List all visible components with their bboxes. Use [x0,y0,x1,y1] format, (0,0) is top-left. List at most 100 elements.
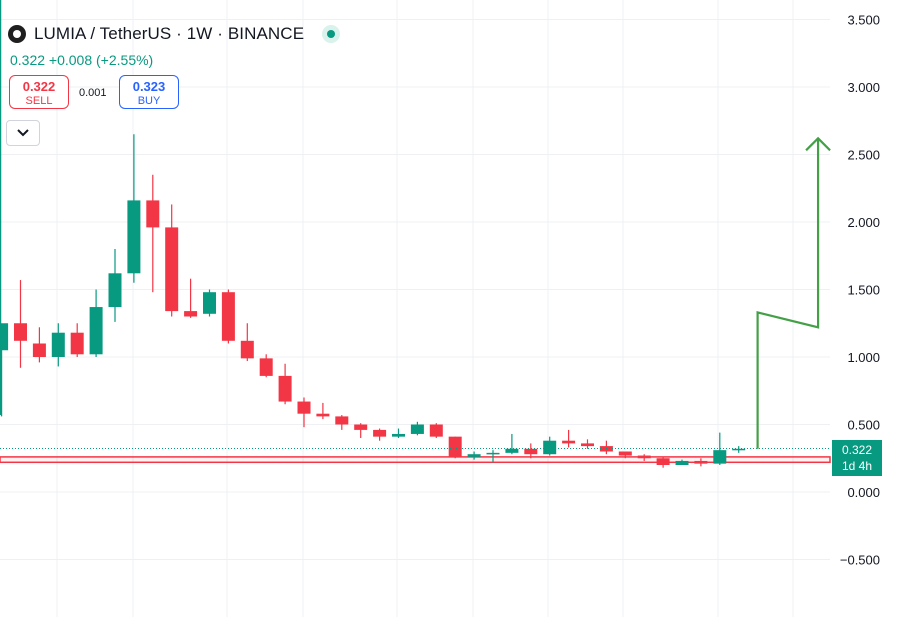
candle-down [221,289,235,344]
y-tick-label: 0.000 [847,485,880,500]
candle-down [14,280,27,368]
candle-down [354,423,368,438]
candle-down [599,440,613,455]
y-tick-label: 3.500 [847,13,880,28]
candle-down [448,436,462,459]
symbol-header: LUMIA / TetherUS · 1W · BINANCE [8,24,341,44]
price-axis: 3.500 3.000 2.500 2.000 1.500 1.000 0.500 0.000… [840,13,880,568]
candle-body [448,436,462,457]
candle-body [467,454,481,457]
candle-down [297,397,311,428]
chevron-down-icon [17,129,29,137]
candle-up [127,134,141,283]
candle-body [354,424,368,430]
candle-up [543,436,557,456]
candle-body [732,448,746,451]
candle-body [316,413,330,417]
candle-body [89,307,103,355]
candle-up [505,433,519,455]
candle-down [618,451,632,459]
support-zone-rect [0,456,831,464]
candle-down [316,402,330,420]
symbol-logo-icon [8,25,26,43]
symbol-title[interactable]: LUMIA / TetherUS · 1W · BINANCE [34,24,305,43]
last-price-label: 0.322 1d 4h [832,440,882,476]
candle-down [524,443,538,459]
y-tick-label: 1.000 [847,350,880,365]
candle-body [146,200,160,228]
candle-up [486,450,500,463]
candle-body [297,401,311,414]
candles [0,134,746,468]
candle-body [127,200,141,274]
candle-body [543,440,557,455]
sell-button[interactable]: 0.322 SELL [9,75,69,109]
candle-body [165,227,179,312]
candle-up [203,289,216,317]
projection-arrow-line [756,138,820,449]
candle-body [656,458,670,465]
candle-down [278,363,292,405]
candle-body [240,340,254,359]
last-price-value: 0.322 [841,443,873,457]
candle-up [713,432,727,465]
candle-body [335,416,349,425]
candle-down [373,428,387,441]
candle-body [373,429,387,437]
candle-up [675,459,689,465]
candle-body [108,273,122,308]
market-status-icon[interactable] [322,25,341,43]
candle-down [694,458,708,467]
candle-down [146,174,160,293]
candle-up [467,451,481,460]
candle-down [562,429,576,448]
candle-body [70,332,84,355]
spread-value: 0.001 [79,87,107,99]
candle-up [51,323,65,367]
candle-body [581,443,594,447]
price-change: 0.322 +0.008 (+2.55%) [10,52,154,68]
candle-down [32,327,46,363]
collapse-legend-button[interactable] [6,120,40,146]
candle-body [184,311,198,317]
candle-down [259,354,273,378]
y-tick-label: 3.000 [847,80,880,95]
candle-body [524,448,538,455]
candle-body [675,460,689,465]
buy-price: 0.323 [132,79,166,94]
candle-down [335,415,349,430]
candle-body [429,424,443,437]
support-zone [0,456,831,464]
candle-body [637,455,651,459]
sell-label: SELL [25,95,53,107]
candle-body [32,343,46,357]
candle-up [108,249,122,322]
candle-body [221,292,235,341]
candle-body [51,332,65,357]
candle-down [429,423,443,438]
candle-down [70,323,84,357]
candle-body [562,440,576,444]
candle-body [14,323,27,341]
candle-up [0,323,9,417]
bar-countdown: 1d 4h [841,459,873,473]
candle-up [392,428,405,438]
candle-up [732,446,746,453]
candle-body [0,323,9,351]
candle-up [410,421,424,436]
candle-down [581,439,594,449]
candle-body [713,450,727,464]
candle-down [184,278,198,318]
candle-body [618,451,632,456]
y-tick-label: 1.500 [847,283,880,298]
y-tick-label: 0.500 [847,418,880,433]
buy-label: BUY [137,95,161,107]
buy-button[interactable]: 0.323 BUY [119,75,179,109]
y-tick-label: −0.500 [840,553,880,568]
candle-body [392,433,405,437]
candle-down [637,454,651,461]
candle-body [259,358,273,376]
candle-body [410,424,424,434]
candle-down [165,204,179,317]
